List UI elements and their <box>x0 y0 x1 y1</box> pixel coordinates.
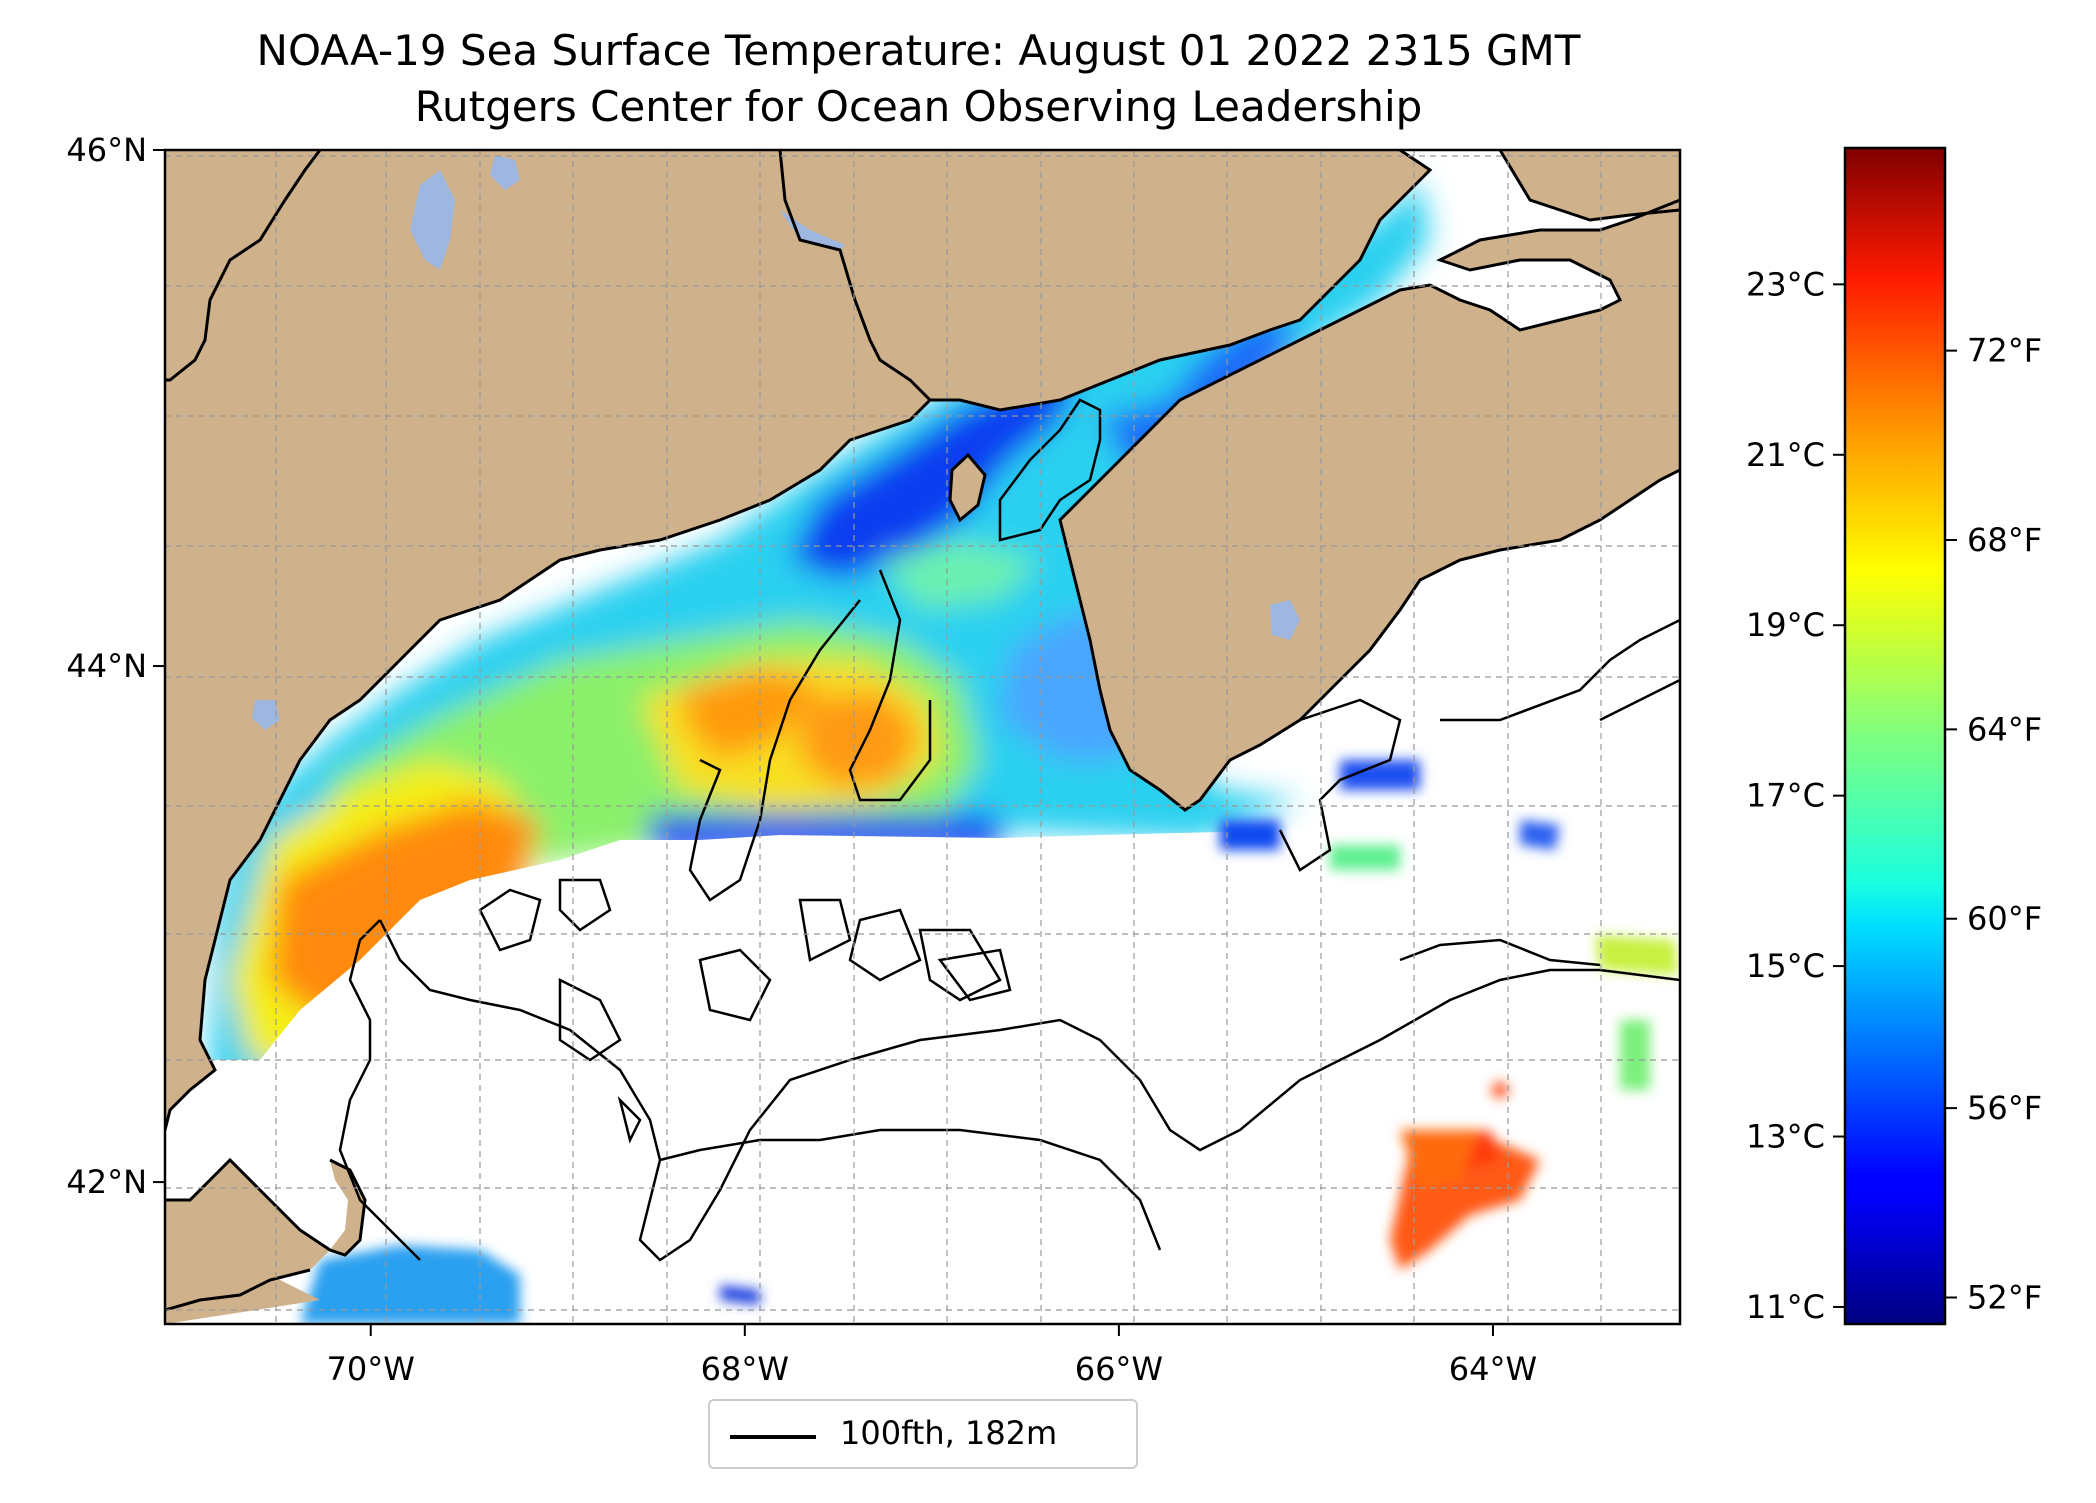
no-data-mask-south <box>165 830 1680 1324</box>
fahrenheit-tick-label: 60°F <box>1967 900 2042 938</box>
land-grand-manan <box>950 455 985 520</box>
land-nova-scotia <box>1060 200 1680 810</box>
celsius-tick-label: 21°C <box>1746 436 1825 474</box>
colorbar-labels: 23°C 21°C 19°C 17°C 15°C 13°C 11°C 72°F 68°F 64°F… <box>1746 265 2042 1326</box>
land-new-brunswick <box>780 150 1430 410</box>
coastlines <box>165 150 1680 1312</box>
fahrenheit-tick-label: 64°F <box>1967 710 2042 748</box>
colorbar <box>1843 146 1947 1326</box>
lat-tick-label: 42°N <box>66 1163 147 1201</box>
celsius-tick-label: 15°C <box>1746 947 1825 985</box>
sst-patch-southwest <box>300 1245 520 1324</box>
sst-data-layer <box>210 180 1430 1090</box>
fahrenheit-tick-label: 72°F <box>1967 332 2042 370</box>
legend-label: 100fth, 182m <box>840 1414 1058 1452</box>
map-legend: 100fth, 182m <box>708 1399 1138 1469</box>
land-new-england <box>165 150 930 1130</box>
celsius-tick-label: 17°C <box>1746 777 1825 815</box>
lakes <box>252 155 1300 730</box>
fahrenheit-tick-label: 56°F <box>1967 1089 2042 1127</box>
lon-tick-label: 64°W <box>1449 1350 1537 1388</box>
land-northeast <box>1500 150 1680 220</box>
lon-tick-label: 70°W <box>327 1350 415 1388</box>
celsius-tick-label: 23°C <box>1746 265 1825 303</box>
lat-tick-label: 44°N <box>66 647 147 685</box>
celsius-tick-label: 11°C <box>1746 1288 1825 1326</box>
map-title: NOAA-19 Sea Surface Temperature: August … <box>256 26 1581 75</box>
lat-tick-label: 46°N <box>66 131 147 169</box>
fahrenheit-tick-label: 68°F <box>1967 521 2042 559</box>
bathymetry-contour-100fth <box>338 398 1680 1262</box>
legend-line-swatch <box>730 1435 816 1439</box>
axis-tick-labels: 70°W 68°W 66°W 64°W 46°N 44°N 42°N <box>66 131 1537 1388</box>
sst-scattered-patches <box>720 760 1678 1305</box>
sst-map <box>165 150 1680 1324</box>
lon-tick-label: 66°W <box>1075 1350 1163 1388</box>
map-subtitle: Rutgers Center for Ocean Observing Leade… <box>414 82 1423 131</box>
celsius-tick-label: 13°C <box>1746 1118 1825 1156</box>
colorbar-ticks <box>1833 283 1957 1308</box>
celsius-tick-label: 19°C <box>1746 606 1825 644</box>
lon-tick-label: 68°W <box>701 1350 789 1388</box>
gridlines <box>165 150 1680 1324</box>
axis-ticks <box>153 149 1494 1336</box>
fahrenheit-tick-label: 52°F <box>1967 1278 2042 1316</box>
land-cape-cod <box>165 1160 330 1310</box>
map-frame <box>163 148 1682 1326</box>
